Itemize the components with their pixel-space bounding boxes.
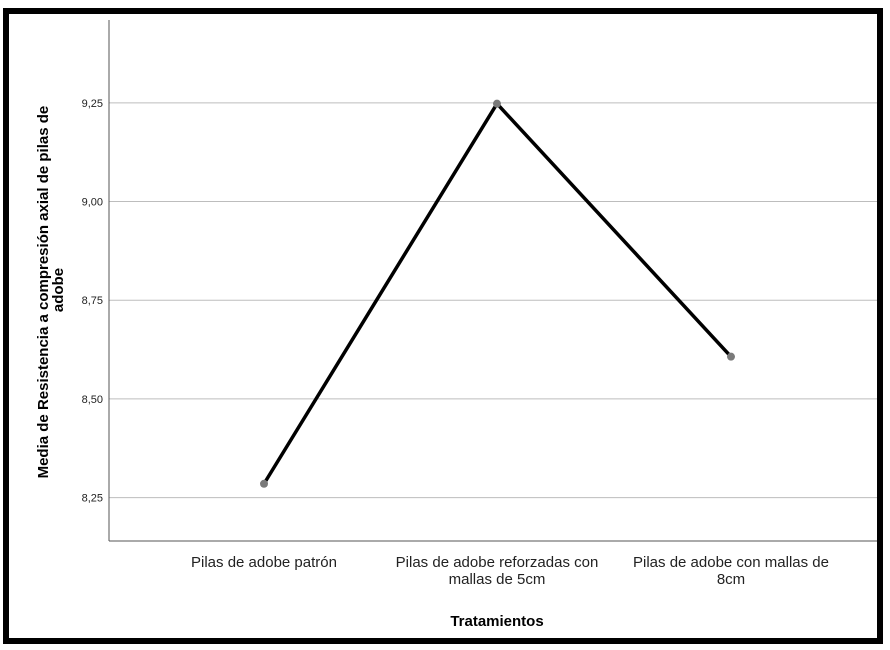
series-group bbox=[260, 99, 735, 488]
y-tick-label: 8,50 bbox=[82, 394, 103, 406]
y-tick-label: 9,25 bbox=[82, 98, 103, 110]
y-axis-title-line-2: adobe bbox=[50, 268, 67, 312]
x-tick-label-line: Pilas de adobe patrón bbox=[191, 554, 337, 571]
y-tick-label: 9,00 bbox=[82, 197, 103, 209]
series-line bbox=[262, 100, 733, 485]
y-tick-label: 8,75 bbox=[82, 295, 103, 307]
chart-frame bbox=[3, 8, 883, 644]
x-tick-labels: Pilas de adobe patrón Pilas de adobe refo… bbox=[191, 554, 829, 588]
x-tick-label-line: Pilas de adobe reforzadas con bbox=[396, 554, 599, 571]
x-tick-label-line: 8cm bbox=[717, 571, 745, 588]
y-tick-label: 8,25 bbox=[82, 493, 103, 505]
y-axis-title-line-1: Media de Resistencia a compresión axial … bbox=[35, 106, 52, 479]
x-tick-label-line: mallas de 5cm bbox=[449, 571, 546, 588]
data-point bbox=[260, 479, 268, 488]
x-tick-label-line: Pilas de adobe con mallas de bbox=[633, 554, 829, 571]
data-point bbox=[493, 99, 501, 108]
axes bbox=[108, 20, 877, 542]
y-tick-labels: 8,25 8,50 8,75 9,00 9,25 bbox=[82, 98, 103, 505]
x-tick-label: Pilas de adobe reforzadas con mallas de 5… bbox=[396, 554, 599, 588]
data-point bbox=[727, 352, 735, 361]
y-axis-title: Media de Resistencia a compresión axial … bbox=[35, 102, 67, 479]
x-axis-title: Tratamientos bbox=[450, 613, 543, 630]
x-tick-label: Pilas de adobe con mallas de 8cm bbox=[633, 554, 829, 588]
x-tick-label: Pilas de adobe patrón bbox=[191, 554, 337, 571]
gridlines bbox=[109, 102, 877, 499]
